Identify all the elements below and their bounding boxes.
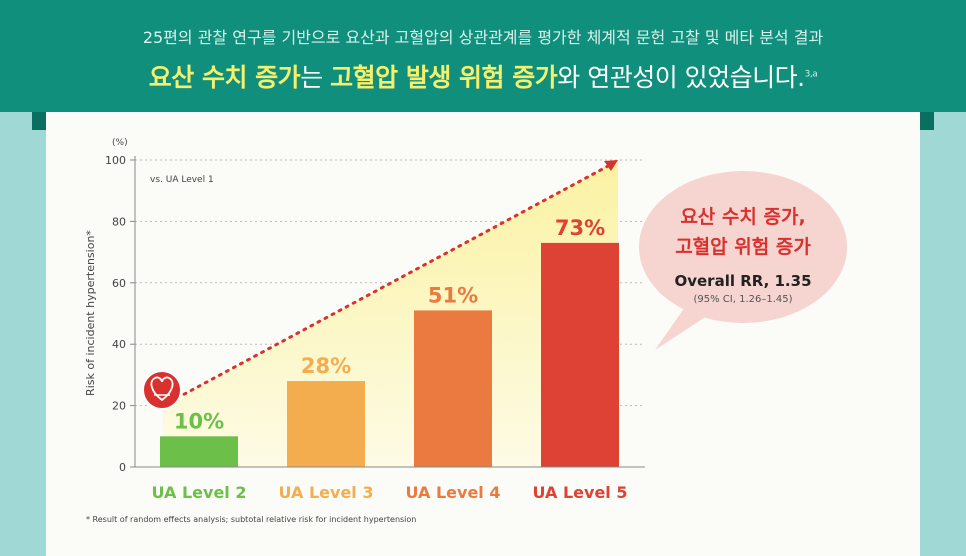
callout-confidence-interval: (95% CI, 1.26–1.45) xyxy=(693,294,793,305)
callout-bubble-tail xyxy=(655,300,716,350)
header-subtitle: 25편의 관찰 연구를 기반으로 요산과 고혈압의 상관관계를 평가한 체계적 … xyxy=(142,28,824,47)
bar-value-label: 10% xyxy=(174,409,224,433)
x-category-label: UA Level 4 xyxy=(406,483,501,502)
y-axis-unit: (%) xyxy=(112,138,128,148)
trend-line xyxy=(161,163,612,408)
bar-value-label: 73% xyxy=(555,216,605,240)
y-tick-label: 0 xyxy=(119,461,126,474)
trend-area xyxy=(163,160,618,467)
x-category-label: UA Level 5 xyxy=(533,483,628,502)
callout-bubble-shape xyxy=(639,171,847,323)
banner-fold-left xyxy=(32,112,46,130)
callout-bubble: 요산 수치 증가, 고혈압 위험 증가 Overall RR, 1.35 (95… xyxy=(638,176,848,318)
headline-text-2: 와 연관성이 있었습니다. xyxy=(557,63,805,92)
y-tick-label: 60 xyxy=(112,277,126,290)
y-tick-label: 100 xyxy=(105,154,126,167)
bar xyxy=(287,381,365,467)
bar-value-label: 51% xyxy=(428,283,478,307)
chart-annotation: vs. UA Level 1 xyxy=(150,175,214,185)
heart-icon-badge xyxy=(142,370,182,410)
callout-title-line-2: 고혈압 위험 증가 xyxy=(675,236,811,258)
header-banner xyxy=(0,0,966,112)
headline-text-1: 는 xyxy=(300,63,331,92)
bar xyxy=(160,436,238,467)
callout-title-line-1: 요산 수치 증가, xyxy=(680,206,806,228)
callout-overall-rr: Overall RR, 1.35 xyxy=(674,272,812,290)
headline-highlight-1: 요산 수치 증가 xyxy=(148,63,301,92)
bar xyxy=(414,310,492,467)
x-category-label: UA Level 2 xyxy=(152,483,247,502)
banner-fold-right xyxy=(920,112,934,130)
callout-title: 요산 수치 증가, 고혈압 위험 증가 xyxy=(638,202,848,262)
x-category-label: UA Level 3 xyxy=(279,483,374,502)
headline-reference: 3,a xyxy=(804,69,818,80)
header-headline: 요산 수치 증가는 고혈압 발생 위험 증가와 연관성이 있었습니다.3,a xyxy=(0,58,966,94)
bar xyxy=(541,242,619,467)
bar-value-label: 28% xyxy=(301,354,351,378)
heart-icon xyxy=(150,376,174,402)
y-tick-label: 20 xyxy=(112,400,126,413)
footnote: * Result of random effects analysis; sub… xyxy=(86,515,417,524)
y-tick-label: 40 xyxy=(112,338,126,351)
headline-highlight-2: 고혈압 발생 위험 증가 xyxy=(330,63,558,92)
y-tick-label: 80 xyxy=(112,215,126,228)
trend-arrowhead xyxy=(604,160,618,171)
y-axis-title: Risk of incident hypertension* xyxy=(84,230,97,396)
